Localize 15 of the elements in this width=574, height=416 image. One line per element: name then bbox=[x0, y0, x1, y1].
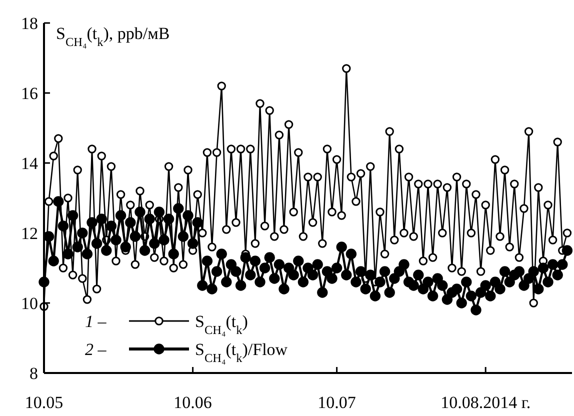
y-tick-label: 16 bbox=[21, 84, 38, 103]
x-tick-label: 10.07 bbox=[318, 393, 356, 412]
y-tick-label: 14 bbox=[21, 154, 38, 173]
x-tick-label: 10.05 bbox=[24, 393, 64, 412]
x-tick-label: 10.06 bbox=[174, 393, 212, 412]
x-tick-label: 10.08.2014 г. bbox=[440, 393, 531, 412]
annotation: 1 – bbox=[85, 312, 107, 331]
y-tick-label: 18 bbox=[21, 14, 38, 33]
y-tick-label: 12 bbox=[21, 224, 38, 243]
annotation: 2 – bbox=[85, 340, 107, 359]
y-tick-label: 8 bbox=[30, 364, 38, 383]
legend-label: S$_{CH₄}$(t$_{k}$)/Flow bbox=[195, 340, 288, 365]
y-tick-label: 10 bbox=[21, 294, 38, 313]
legend-label: S$_{CH₄}$(t$_{k}$) bbox=[195, 312, 248, 337]
y-axis-title: S$_{CH₄}$(t$_{k}$), ppb/мВ bbox=[56, 24, 170, 49]
